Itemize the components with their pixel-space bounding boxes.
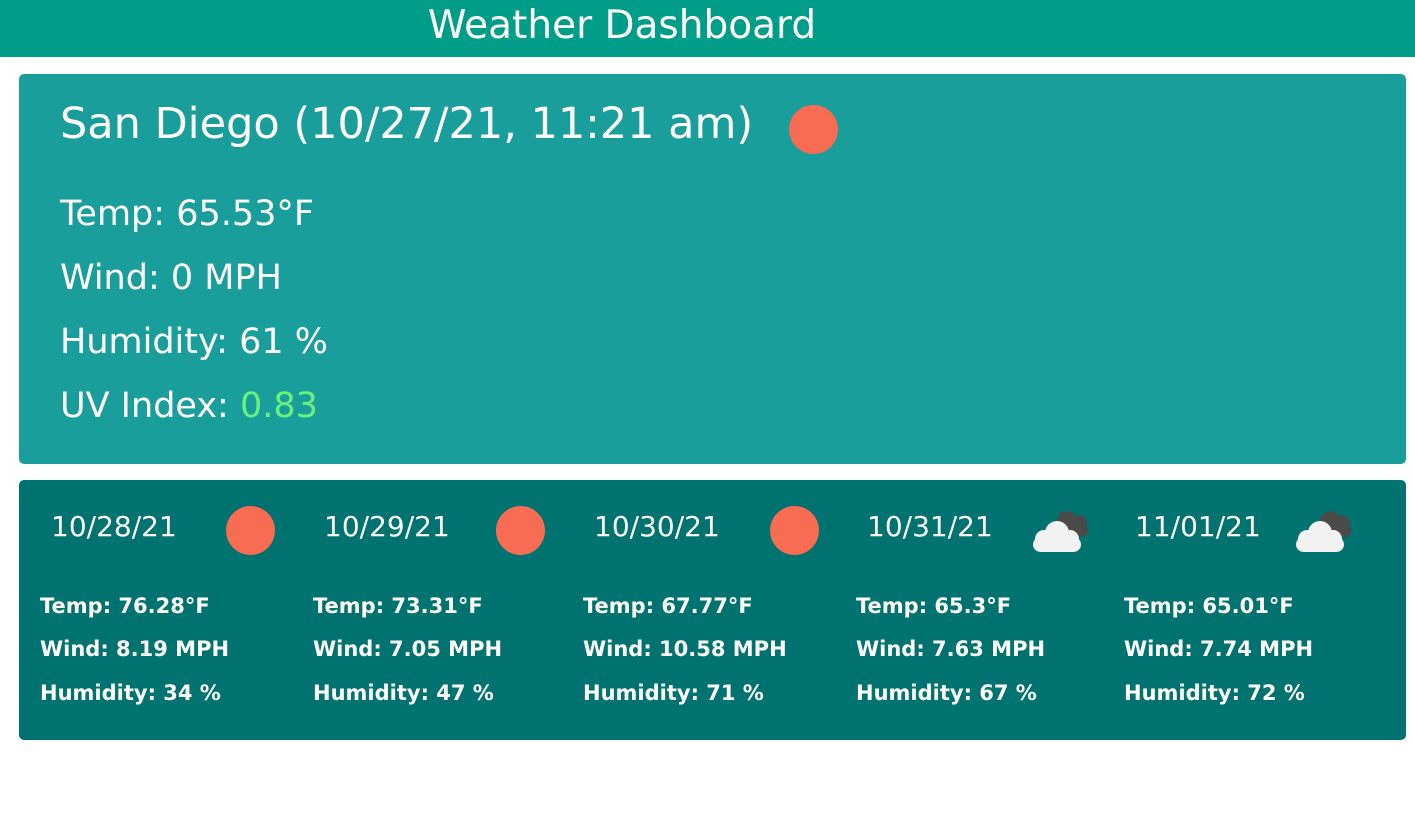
forecast-date: 10/28/21	[51, 510, 177, 543]
forecast-card: 10/28/21 Temp: 76.28°F Wind: 8.19 MPH Hu…	[19, 480, 1406, 740]
page-title: Weather Dashboard	[427, 3, 817, 48]
forecast-date: 10/30/21	[594, 510, 720, 543]
forecast-temp: Temp: 65.01°F	[1124, 594, 1294, 618]
sun-icon	[226, 506, 275, 555]
forecast-wind: Wind: 8.19 MPH	[40, 637, 230, 661]
forecast-wind: Wind: 7.63 MPH	[856, 637, 1046, 661]
forecast-day: 10/30/21 Temp: 67.77°F Wind: 10.58 MPH H…	[562, 480, 822, 740]
current-uv: UV Index: 0.83	[60, 384, 318, 428]
forecast-humidity: Humidity: 71 %	[583, 681, 764, 705]
forecast-humidity: Humidity: 72 %	[1124, 681, 1305, 705]
forecast-date: 10/31/21	[867, 510, 993, 543]
cloud-icon	[1033, 511, 1088, 552]
forecast-humidity: Humidity: 47 %	[313, 681, 494, 705]
forecast-date: 11/01/21	[1135, 510, 1261, 543]
forecast-wind: Wind: 7.74 MPH	[1124, 637, 1314, 661]
sun-icon	[789, 105, 838, 154]
app-header: Weather Dashboard	[0, 0, 1415, 57]
uv-label: UV Index:	[60, 386, 240, 426]
current-temp: Temp: 65.53°F	[60, 194, 315, 234]
forecast-wind: Wind: 10.58 MPH	[583, 637, 787, 661]
forecast-date: 10/29/21	[324, 510, 450, 543]
forecast-day: 10/28/21 Temp: 76.28°F Wind: 8.19 MPH Hu…	[19, 480, 279, 740]
current-humidity: Humidity: 61 %	[60, 322, 328, 362]
forecast-day: 11/01/21 Temp: 65.01°F Wind: 7.74 MPH Hu…	[1103, 480, 1363, 740]
forecast-temp: Temp: 73.31°F	[313, 594, 483, 618]
current-wind: Wind: 0 MPH	[60, 258, 282, 298]
cloud-icon	[1296, 511, 1351, 552]
forecast-temp: Temp: 67.77°F	[583, 594, 753, 618]
forecast-temp: Temp: 65.3°F	[856, 594, 1012, 618]
forecast-day: 10/31/21 Temp: 65.3°F Wind: 7.63 MPH Hum…	[835, 480, 1095, 740]
forecast-temp: Temp: 76.28°F	[40, 594, 210, 618]
sun-icon	[770, 506, 819, 555]
city-title: San Diego (10/27/21, 11:21 am)	[60, 99, 754, 149]
forecast-humidity: Humidity: 67 %	[856, 681, 1037, 705]
uv-value: 0.83	[239, 386, 318, 426]
current-weather-card: San Diego (10/27/21, 11:21 am) Temp: 65.…	[19, 74, 1406, 464]
forecast-day: 10/29/21 Temp: 73.31°F Wind: 7.05 MPH Hu…	[292, 480, 552, 740]
forecast-wind: Wind: 7.05 MPH	[313, 637, 503, 661]
sun-icon	[496, 506, 545, 555]
forecast-humidity: Humidity: 34 %	[40, 681, 221, 705]
